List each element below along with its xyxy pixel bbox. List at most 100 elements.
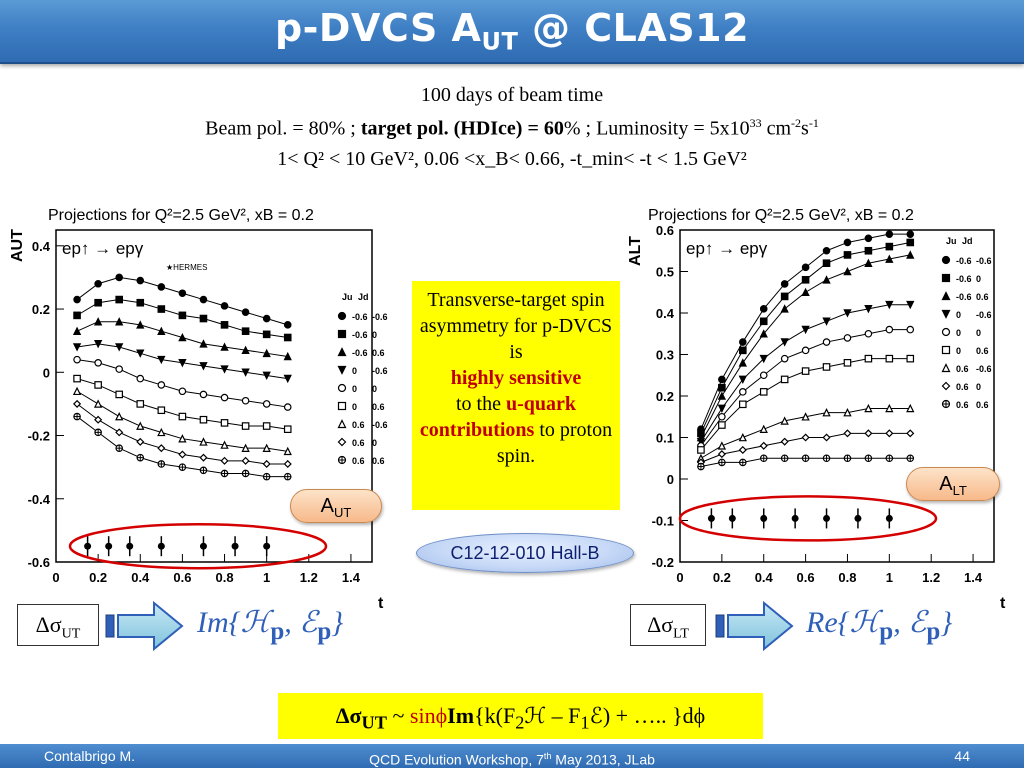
data-point bbox=[115, 365, 124, 373]
data-point bbox=[738, 346, 747, 355]
y-tick-label: 0.2 bbox=[32, 302, 50, 317]
data-point bbox=[93, 340, 103, 349]
data-point bbox=[115, 343, 124, 352]
data-point bbox=[157, 305, 166, 313]
x-tick-label: 1.4 bbox=[342, 570, 361, 585]
data-point bbox=[759, 305, 768, 313]
data-point bbox=[843, 251, 852, 259]
data-point bbox=[738, 375, 747, 384]
data-point bbox=[241, 345, 250, 354]
x-tick-label: 0.8 bbox=[838, 570, 856, 585]
data-point bbox=[262, 422, 271, 430]
data-point bbox=[115, 428, 124, 437]
legend-ju: 0.6 bbox=[956, 364, 969, 374]
data-point bbox=[136, 320, 145, 329]
data-point bbox=[262, 400, 271, 408]
experiment-badge: C12-12-010 Hall-B bbox=[416, 533, 634, 573]
legend-jd: 0.6 bbox=[372, 348, 385, 358]
page-number: 44 bbox=[954, 748, 970, 764]
data-point bbox=[780, 304, 789, 313]
data-point bbox=[843, 266, 852, 276]
data-point bbox=[283, 446, 292, 456]
data-point bbox=[199, 339, 208, 348]
cross-section-formula: ΔσUT ~ sinϕIm{k(F2ℋ – F1ℰ) + ….. }dϕ bbox=[278, 693, 763, 739]
data-point bbox=[72, 386, 82, 396]
data-point bbox=[801, 275, 810, 284]
data-point bbox=[843, 454, 852, 463]
data-point bbox=[94, 428, 102, 437]
data-point bbox=[220, 302, 229, 310]
data-point bbox=[220, 419, 229, 427]
data-point bbox=[739, 338, 747, 346]
data-point bbox=[822, 317, 831, 326]
data-point bbox=[157, 460, 166, 468]
data-point bbox=[906, 250, 915, 259]
legend-jd: 0.6 bbox=[976, 292, 989, 302]
data-point bbox=[241, 469, 250, 478]
projected-point bbox=[105, 542, 113, 550]
legend-marker bbox=[337, 347, 347, 357]
data-point bbox=[283, 472, 292, 481]
data-point bbox=[199, 362, 208, 371]
legend-ju: 0 bbox=[956, 310, 961, 320]
page-title: p-DVCS AUT @ CLAS12 bbox=[274, 6, 750, 56]
projected-point bbox=[791, 514, 799, 522]
data-point bbox=[780, 437, 789, 446]
x-tick-label: 0.2 bbox=[713, 570, 731, 585]
data-point bbox=[283, 321, 292, 329]
legend-jd: 0 bbox=[976, 382, 981, 392]
legend-jd: 0 bbox=[372, 438, 377, 448]
note-text-3: to proton spin. bbox=[496, 419, 613, 467]
chart-title: Projections for Q²=2.5 GeV², xB = 0.2 bbox=[48, 207, 314, 224]
data-point bbox=[157, 326, 166, 335]
arrow-right-icon bbox=[715, 600, 794, 652]
data-point bbox=[801, 367, 810, 375]
data-point bbox=[136, 349, 145, 358]
legend-marker bbox=[337, 329, 347, 339]
y-tick-label: 0 bbox=[667, 472, 674, 487]
data-point bbox=[262, 371, 271, 380]
data-point bbox=[157, 381, 166, 389]
info-beam-params: Beam pol. = 80% ; target pol. (HDIce) = … bbox=[205, 116, 819, 140]
legend-ju: 0.6 bbox=[352, 456, 365, 466]
data-point bbox=[241, 443, 250, 452]
data-point bbox=[136, 374, 145, 383]
data-point bbox=[73, 412, 81, 421]
data-point bbox=[822, 408, 831, 417]
legend-ju: -0.6 bbox=[956, 274, 972, 284]
data-point bbox=[780, 375, 789, 384]
data-point bbox=[885, 454, 894, 463]
data-point bbox=[178, 359, 187, 368]
projected-point bbox=[760, 514, 768, 522]
data-point bbox=[864, 454, 873, 463]
data-point bbox=[906, 230, 915, 238]
x-tick-label: 0.4 bbox=[131, 570, 150, 585]
data-point bbox=[822, 275, 831, 284]
data-point bbox=[885, 354, 894, 363]
y-tick-label: 0.4 bbox=[656, 306, 675, 321]
data-point bbox=[843, 309, 852, 318]
plot-frame bbox=[679, 229, 995, 563]
data-point bbox=[157, 444, 166, 453]
legend-ju: 0.6 bbox=[956, 400, 969, 410]
data-point bbox=[822, 363, 831, 371]
data-point bbox=[262, 330, 271, 339]
data-point bbox=[178, 332, 187, 342]
hermes-label: ★HERMES bbox=[166, 263, 207, 272]
data-point bbox=[157, 406, 166, 415]
data-point bbox=[241, 308, 250, 317]
data-point bbox=[739, 458, 747, 467]
legend-header: Ju bbox=[946, 236, 957, 246]
x-axis-label: t bbox=[378, 595, 384, 612]
footer: Contalbrigo M. QCD Evolution Workshop, 7… bbox=[0, 744, 1024, 768]
data-point bbox=[759, 441, 768, 450]
data-point bbox=[73, 399, 82, 408]
note-text-1: Transverse-target spin asymmetry for p-D… bbox=[419, 289, 613, 363]
data-point bbox=[73, 374, 81, 383]
data-point bbox=[220, 342, 229, 351]
data-point bbox=[885, 325, 894, 334]
legend-marker bbox=[337, 383, 347, 393]
chart-aut-svg: Projections for Q²=2.5 GeV², xB = 0.2 0.4… bbox=[9, 207, 388, 612]
data-point bbox=[822, 454, 831, 463]
data-point bbox=[73, 355, 81, 364]
